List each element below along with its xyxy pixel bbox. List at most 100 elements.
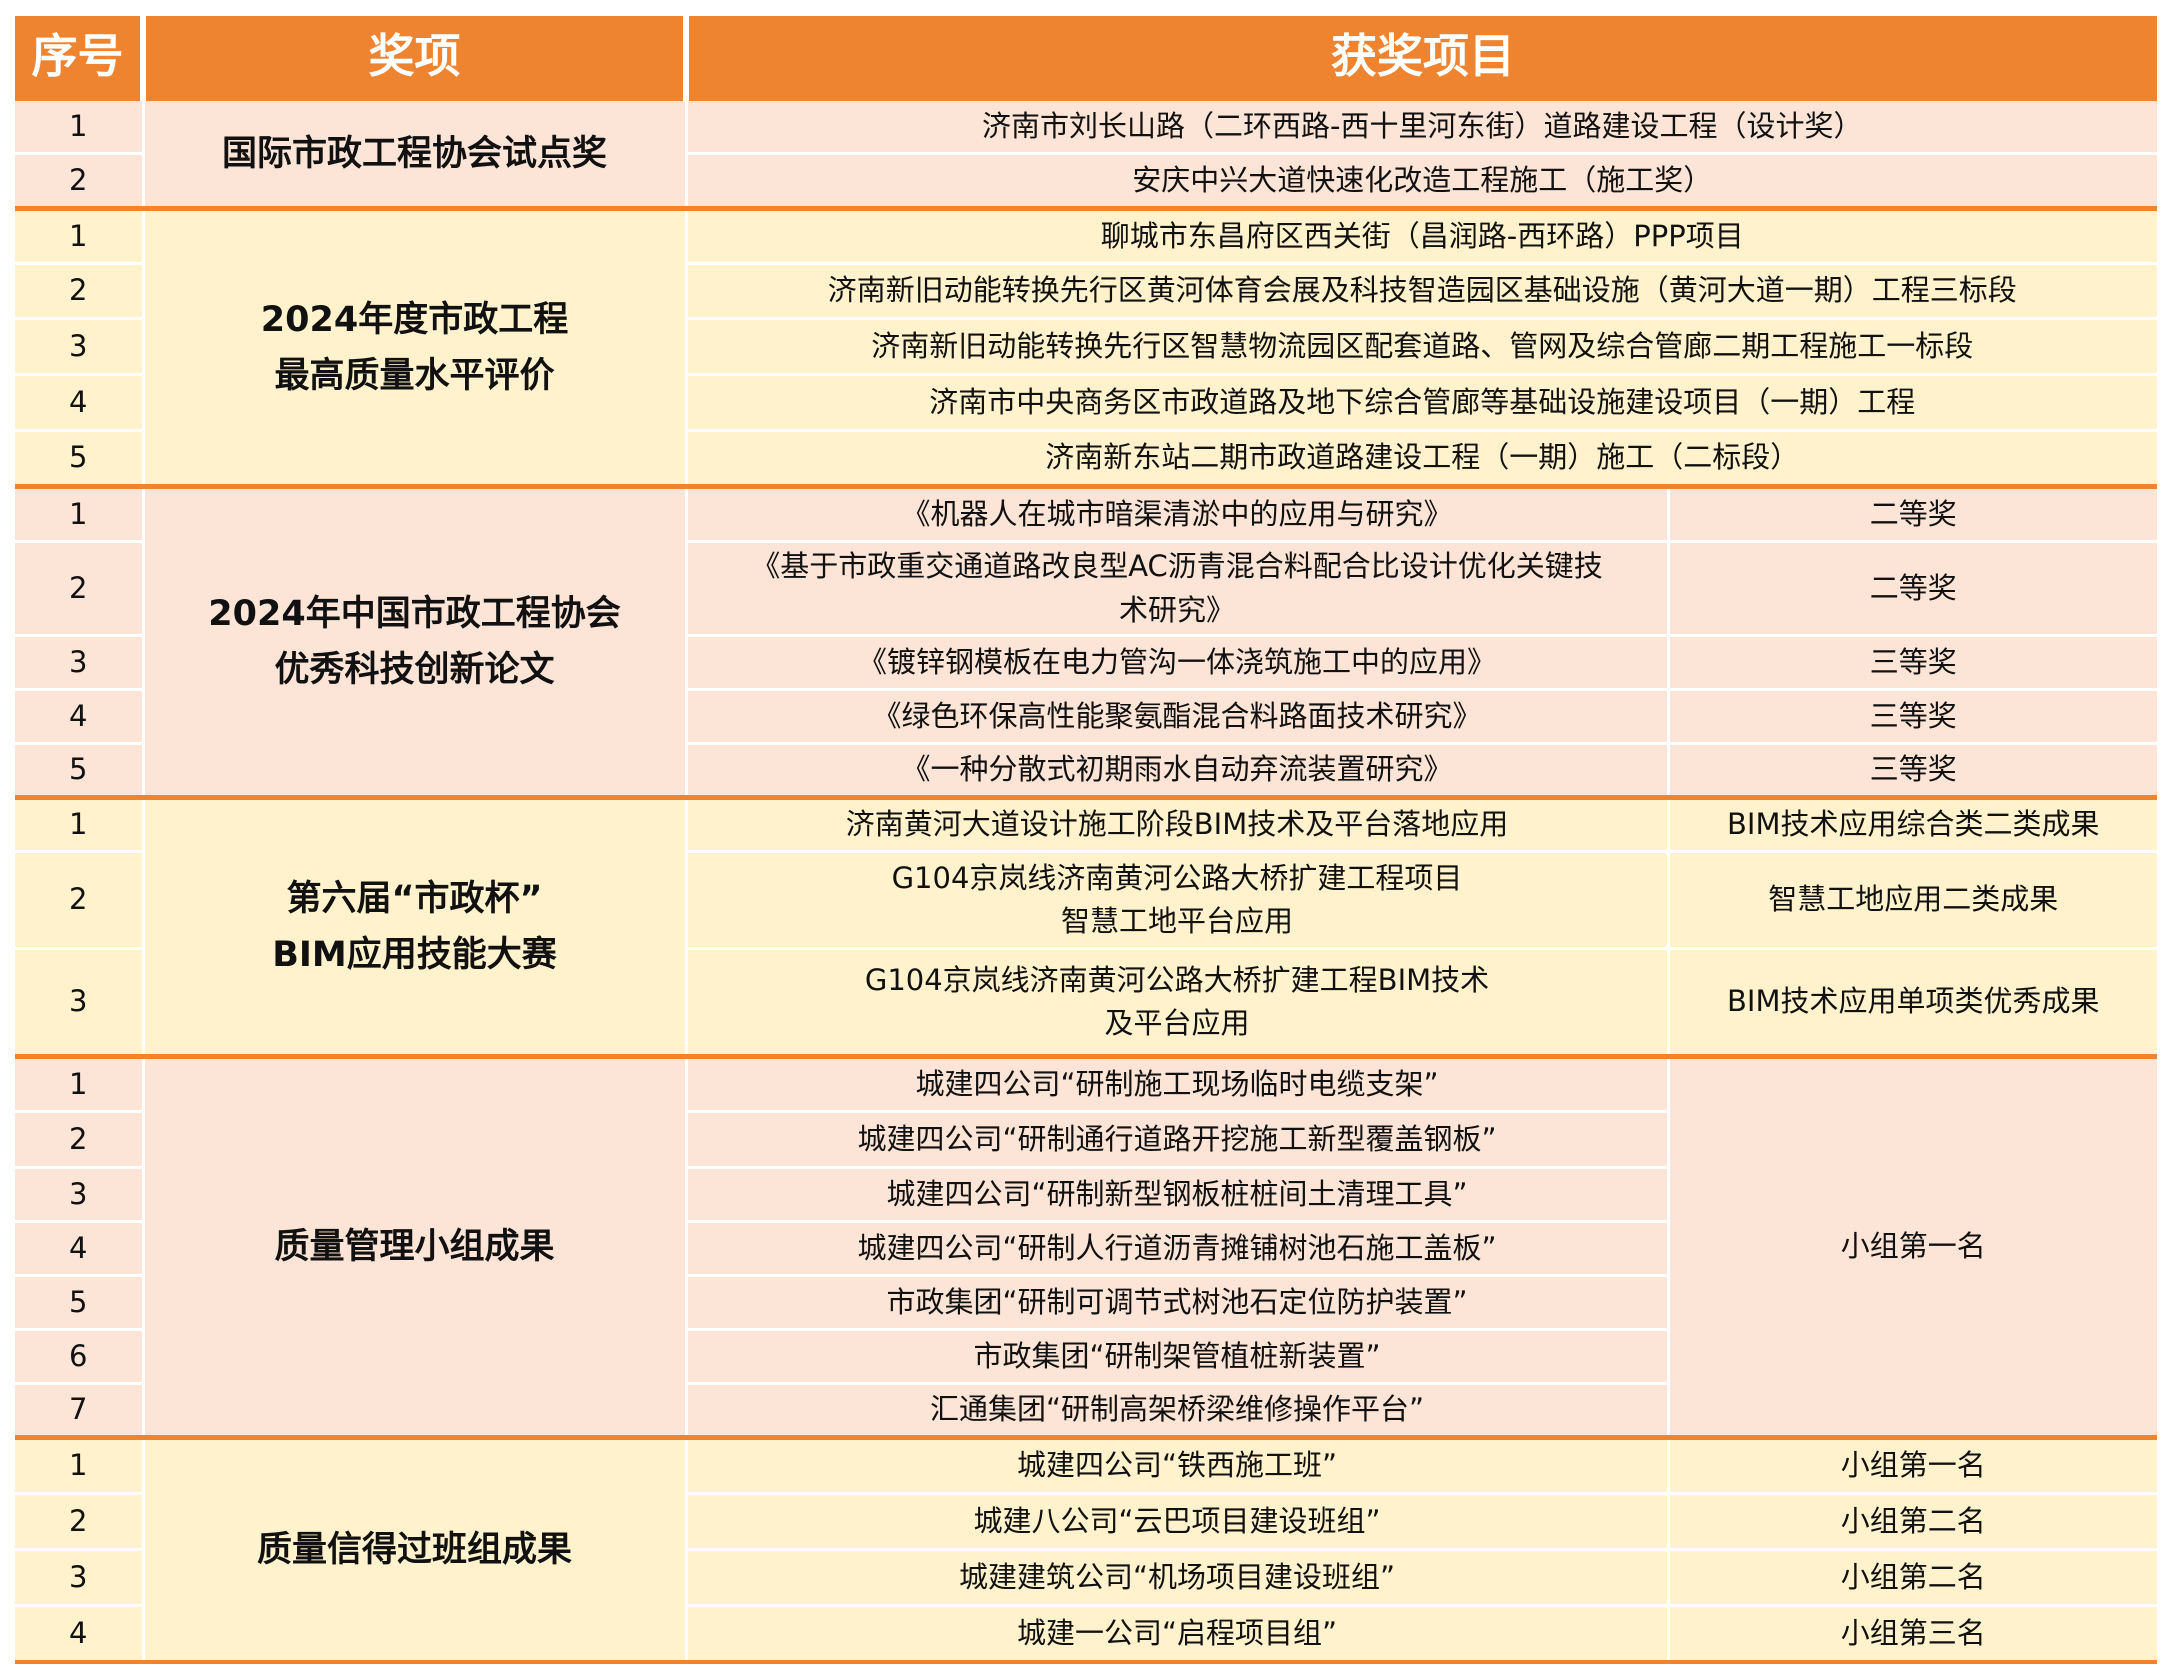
row-number: 1 [15, 795, 145, 853]
table-row: 1 2024年度市政工程 最高质量水平评价 聊城市东昌府区西关街（昌润路-西环路）PP… [15, 206, 2157, 488]
award-name: 质量信得过班组成果 [141, 1435, 688, 1663]
table-row: 2 《基于市政重交通道路改良型AC沥青混合料配合比设计优化关键技 术研究》 二等奖 [15, 540, 2157, 637]
table-row: 4 城建四公司“研制人行道沥青摊铺树池石施工盖板” [15, 1220, 2157, 1277]
project-name: G104京岚线济南黄河公路大桥扩建工程项目 智慧工地平台应用 [684, 850, 1670, 950]
text-line: 城建四公司“研制通行道路开挖施工新型覆盖钢板” [857, 1121, 1497, 1156]
row-number: 1 [15, 1435, 145, 1495]
table-row: 1 第六届“市政杯” BIM应用技能大赛 济南黄河大道设计施工阶段BIM技术及平台落地… [15, 795, 2157, 1058]
row-number: 1 [15, 484, 145, 543]
table-row: 3 城建建筑公司“机场项目建设班组” 小组第二名 [15, 1548, 2157, 1607]
row-number: 2 [15, 850, 145, 950]
award-name: 2024年中国市政工程协会 优秀科技创新论文 [141, 484, 688, 799]
award-result: 小组第三名 [1666, 1604, 2157, 1663]
award-result: 小组第二名 [1666, 1548, 2157, 1607]
text-line: 智慧工地平台应用 [1060, 904, 1293, 938]
text-line: 城建四公司“研制施工现场临时电缆支架” [915, 1066, 1439, 1101]
award-name: 2024年度市政工程 最高质量水平评价 [141, 206, 688, 488]
text-line: 城建四公司“研制人行道沥青摊铺树池石施工盖板” [857, 1230, 1497, 1265]
row-number: 6 [15, 1328, 145, 1385]
header-row: 序号 奖项 获奖项目 [15, 16, 2157, 101]
project-name: 济南市刘长山路（二环西路-西十里河东街）道路建设工程（设计奖） [684, 96, 2157, 155]
project-name: 济南市中央商务区市政道路及地下综合管廊等基础设施建设项目（一期）工程 [684, 373, 2157, 432]
text-line: 城建四公司“铁西施工班” [1016, 1448, 1338, 1483]
project-name: G104京岚线济南黄河公路大桥扩建工程BIM技术 及平台应用 [684, 947, 1670, 1058]
award-result: 小组第一名 [1666, 1054, 2157, 1439]
row-number: 7 [15, 1382, 145, 1439]
row-number: 1 [15, 1054, 145, 1113]
text-line: G104京岚线济南黄河公路大桥扩建工程BIM技术 [864, 962, 1490, 997]
row-number: 3 [15, 1548, 145, 1607]
project-name: 《镀锌钢模板在电力管沟一体浇筑施工中的应用》 [684, 634, 1670, 691]
table-row: 2 城建四公司“研制通行道路开挖施工新型覆盖钢板” [15, 1110, 2157, 1169]
text-line: 济南黄河大道设计施工阶段BIM技术及平台落地应用 [845, 807, 1509, 842]
award-result: 三等奖 [1666, 688, 2157, 745]
table-row: 4 济南市中央商务区市政道路及地下综合管廊等基础设施建设项目（一期）工程 [15, 373, 2157, 432]
text-line: 《镀锌钢模板在电力管沟一体浇筑施工中的应用》 [857, 644, 1496, 679]
text-line: 术研究》 [1118, 592, 1235, 627]
text-line: 2024年中国市政工程协会 [208, 594, 621, 634]
row-number: 5 [15, 1274, 145, 1331]
project-name: 市政集团“研制可调节式树池石定位防护装置” [684, 1274, 1670, 1331]
table-row: 1 国际市政工程协会试点奖 济南市刘长山路（二环西路-西十里河东街）道路建设工程（设… [15, 96, 2157, 210]
award-result: BIM技术应用单项类优秀成果 [1666, 947, 2157, 1058]
project-name: 安庆中兴大道快速化改造工程施工（施工奖） [684, 152, 2157, 210]
table-row: 1 质量管理小组成果 城建四公司“研制施工现场临时电缆支架” 小组第一名 [15, 1054, 2157, 1439]
row-number: 4 [15, 373, 145, 432]
header-award: 奖项 [143, 16, 689, 101]
award-name: 国际市政工程协会试点奖 [141, 96, 688, 210]
project-name: 济南新旧动能转换先行区黄河体育会展及科技智造园区基础设施（黄河大道一期）工程三标… [684, 262, 2157, 320]
project-name: 市政集团“研制架管植桩新装置” [684, 1328, 1670, 1385]
project-name: 《机器人在城市暗渠清淤中的应用与研究》 [684, 484, 1670, 543]
row-number: 5 [15, 429, 145, 488]
project-name: 城建一公司“启程项目组” [684, 1604, 1670, 1663]
text-line: 国际市政工程协会试点奖 [221, 133, 607, 174]
table-row: 5 市政集团“研制可调节式树池石定位防护装置” [15, 1274, 2157, 1331]
award-result: 智慧工地应用二类成果 [1666, 850, 2157, 950]
header-project: 获奖项目 [686, 16, 2157, 101]
award-result: 小组第二名 [1666, 1492, 2157, 1551]
table-row: 3 G104京岚线济南黄河公路大桥扩建工程BIM技术 及平台应用 BIM技术应用单项类… [15, 947, 2157, 1058]
project-name: 城建八公司“云巴项目建设班组” [684, 1492, 1670, 1551]
text-line: 《一种分散式初期雨水自动弃流装置研究》 [901, 752, 1453, 787]
table-row: 4 城建一公司“启程项目组” 小组第三名 [15, 1604, 2157, 1663]
table-row: 3 《镀锌钢模板在电力管沟一体浇筑施工中的应用》 三等奖 [15, 634, 2157, 691]
project-name: 济南新东站二期市政道路建设工程（一期）施工（二标段） [684, 429, 2157, 488]
text-line: 优秀科技创新论文 [274, 650, 555, 690]
table-row: 6 市政集团“研制架管植桩新装置” [15, 1328, 2157, 1385]
row-number: 2 [15, 540, 145, 637]
text-line: 《基于市政重交通道路改良型AC沥青混合料配合比设计优化关键技 [751, 549, 1603, 583]
table-row: 1 质量信得过班组成果 城建四公司“铁西施工班” 小组第一名 [15, 1435, 2157, 1663]
table-row: 2 安庆中兴大道快速化改造工程施工（施工奖） [15, 152, 2157, 210]
project-name: 《一种分散式初期雨水自动弃流装置研究》 [684, 742, 1670, 799]
text-line: 城建一公司“启程项目组” [1016, 1615, 1338, 1650]
header-no: 序号 [15, 16, 146, 101]
project-name: 城建四公司“研制人行道沥青摊铺树池石施工盖板” [684, 1220, 1670, 1277]
row-number: 4 [15, 1604, 145, 1663]
table-row: 7 汇通集团“研制高架桥梁维修操作平台” [15, 1382, 2157, 1439]
project-name: 城建四公司“研制通行道路开挖施工新型覆盖钢板” [684, 1110, 1670, 1169]
project-name: 汇通集团“研制高架桥梁维修操作平台” [684, 1382, 1670, 1439]
table-row: 3 城建四公司“研制新型钢板桩桩间土清理工具” [15, 1166, 2157, 1223]
awards-table: 序号 奖项 获奖项目 1 国际市政工程协会试点奖 济南市刘长山路（二环西路-西十里河… [15, 16, 2157, 1664]
award-result: 三等奖 [1666, 742, 2157, 799]
text-line: 市政集团“研制架管植桩新装置” [973, 1338, 1381, 1373]
table-row: 5 《一种分散式初期雨水自动弃流装置研究》 三等奖 [15, 742, 2157, 799]
project-name: 济南新旧动能转换先行区智慧物流园区配套道路、管网及综合管廊二期工程施工一标段 [684, 317, 2157, 376]
text-line: 第六届“市政杯” [286, 879, 543, 919]
text-line: 城建四公司“研制新型钢板桩桩间土清理工具” [886, 1176, 1468, 1211]
project-name: 城建四公司“研制施工现场临时电缆支架” [684, 1054, 1670, 1113]
award-name: 质量管理小组成果 [141, 1054, 688, 1439]
project-name: 济南黄河大道设计施工阶段BIM技术及平台落地应用 [684, 795, 1670, 853]
award-result: 小组第一名 [1666, 1435, 2157, 1495]
award-result: 二等奖 [1666, 540, 2157, 637]
project-name: 城建四公司“研制新型钢板桩桩间土清理工具” [684, 1166, 1670, 1223]
row-number: 2 [15, 262, 145, 320]
award-name: 第六届“市政杯” BIM应用技能大赛 [141, 795, 688, 1058]
text-line: 《机器人在城市暗渠清淤中的应用与研究》 [901, 496, 1453, 531]
row-number: 5 [15, 742, 145, 799]
text-line: 2024年度市政工程 [260, 299, 569, 340]
table-row: 1 2024年中国市政工程协会 优秀科技创新论文 《机器人在城市暗渠清淤中的应用与研究… [15, 484, 2157, 799]
award-result: BIM技术应用综合类二类成果 [1666, 795, 2157, 853]
text-line: 最高质量水平评价 [274, 355, 555, 396]
text-line: 城建建筑公司“机场项目建设班组” [958, 1559, 1396, 1594]
